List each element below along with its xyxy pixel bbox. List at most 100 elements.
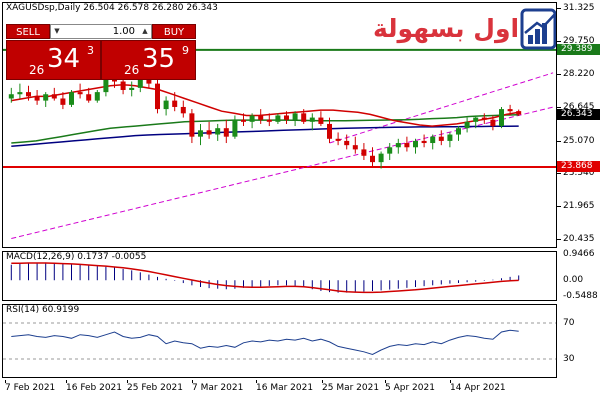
price-tick-label: 28.220	[563, 68, 595, 79]
time-tick-mark	[385, 380, 386, 383]
lot-increase-icon[interactable]: ▲	[142, 27, 148, 35]
bar-chart-logo-icon	[520, 8, 556, 50]
rsi-tick-label: 30	[563, 354, 575, 364]
price-tag: 23.868	[557, 161, 600, 173]
symbol-info-label: XAGUSDsp,Daily 26.504 26.578 26.280 26.3…	[6, 3, 218, 13]
channel-lower-line	[11, 106, 554, 239]
candle-body	[86, 94, 92, 101]
candle-body	[198, 130, 203, 137]
candle-body	[43, 94, 49, 101]
candle-body	[275, 115, 281, 122]
candle-body	[292, 113, 298, 120]
time-tick-label: 16 Feb 2021	[66, 383, 123, 393]
candle-body	[189, 113, 195, 137]
macd-tick-label: -0.5488	[563, 290, 598, 301]
candle-body	[241, 119, 246, 122]
lot-decrease-icon[interactable]: ▼	[54, 27, 60, 35]
rsi-pane[interactable]: RSI(14) 60.9199	[2, 304, 557, 378]
candle-body	[77, 92, 83, 95]
price-tag: 26.343	[557, 108, 600, 120]
candle-body	[447, 134, 453, 141]
candle-body	[413, 140, 418, 148]
one-click-trading-panel: SELL ▼ 1.00 ▲ BUY 26 34 3 26 35 9	[6, 24, 196, 80]
time-tick-mark	[450, 380, 451, 383]
rsi-canvas	[3, 322, 556, 360]
price-tick-label: 26.645	[563, 102, 595, 113]
candle-body	[370, 155, 375, 163]
candle-body	[137, 77, 143, 88]
candle-body	[404, 143, 410, 148]
candle-body	[309, 117, 315, 122]
time-tick-label: 14 Apr 2021	[450, 383, 506, 393]
buy-button[interactable]: BUY	[152, 24, 196, 39]
candle-body	[249, 115, 255, 122]
price-tick-mark	[557, 140, 561, 142]
sell-price-main: 34	[47, 44, 81, 74]
price-tick-mark	[557, 173, 561, 174]
sell-price-prefix: 26	[29, 63, 45, 77]
sell-button[interactable]: SELL	[6, 24, 50, 39]
time-tick-label: 25 Feb 2021	[127, 383, 184, 393]
macd-tick-label: 0.9466	[563, 248, 595, 259]
price-tick-mark	[557, 73, 561, 75]
time-tick-mark	[127, 380, 128, 383]
price-tick-label: 29.750	[563, 36, 595, 47]
candle-body	[395, 143, 401, 148]
candle-body	[335, 138, 341, 141]
sell-price-quote[interactable]: 26 34 3	[6, 40, 101, 80]
candle-body	[69, 92, 74, 105]
candle-body	[258, 115, 264, 120]
candle-body	[129, 87, 135, 90]
macd-signal-line	[11, 262, 519, 294]
candle-body	[499, 109, 504, 127]
candle-body	[266, 119, 272, 122]
candle-body	[464, 121, 470, 129]
candle-body	[94, 92, 100, 101]
candle-body	[516, 111, 522, 115]
price-tick-mark	[557, 7, 561, 9]
price-scale[interactable]: 31.325 29.750 28.220 26.645 25.070 23.540 21.9…	[557, 2, 600, 248]
buy-price-prefix: 26	[124, 63, 140, 77]
candle-body	[8, 94, 14, 99]
sell-price-fraction: 3	[87, 44, 94, 57]
buy-price-quote[interactable]: 26 35 9	[101, 40, 196, 80]
candle-body	[327, 123, 332, 139]
ma-mid-line	[11, 114, 519, 144]
candle-body	[301, 113, 307, 122]
price-tick-label: 20.435	[563, 233, 595, 244]
candle-body	[318, 117, 324, 124]
rsi-scale[interactable]: 70 30	[557, 304, 600, 378]
candle-body	[146, 77, 152, 84]
candle-body	[421, 140, 427, 144]
candle-body	[223, 128, 229, 137]
time-tick-mark	[5, 380, 6, 383]
buy-price-fraction: 9	[182, 44, 189, 57]
candle-body	[352, 145, 358, 150]
macd-scale[interactable]: 0.9466 0.00 -0.5488	[557, 248, 600, 301]
candle-body	[344, 140, 350, 146]
brand-logo: التداول بسهولة	[373, 7, 556, 55]
candle-body	[51, 94, 57, 99]
time-tick-mark	[66, 380, 67, 383]
time-axis[interactable]: 7 Feb 2021 16 Feb 2021 25 Feb 2021 7 Mar 20…	[2, 380, 557, 400]
candle-body	[206, 130, 212, 135]
candle-body	[172, 100, 178, 107]
price-tick-label: 23.540	[563, 168, 595, 178]
candle-body	[215, 128, 221, 135]
buy-price-main: 35	[142, 44, 176, 74]
candle-body	[490, 119, 496, 127]
channel-upper-line	[329, 72, 554, 144]
macd-pane[interactable]: MACD(12,26,9) 0.1737 -0.0055	[2, 251, 557, 301]
candle-body	[481, 117, 487, 120]
rsi-line	[11, 329, 519, 356]
time-tick-mark	[322, 380, 323, 383]
price-chart-pane[interactable]: XAGUSDsp,Daily 26.504 26.578 26.280 26.3…	[2, 2, 557, 248]
rsi-label: RSI(14) 60.9199	[6, 305, 80, 315]
candle-body	[120, 81, 126, 90]
macd-label: MACD(12,26,9) 0.1737 -0.0055	[6, 252, 147, 262]
lot-size-input[interactable]: ▼ 1.00 ▲	[50, 24, 152, 39]
candle-body	[361, 149, 367, 156]
macd-tick-label: 0.00	[563, 275, 584, 286]
time-tick-mark	[192, 380, 193, 383]
